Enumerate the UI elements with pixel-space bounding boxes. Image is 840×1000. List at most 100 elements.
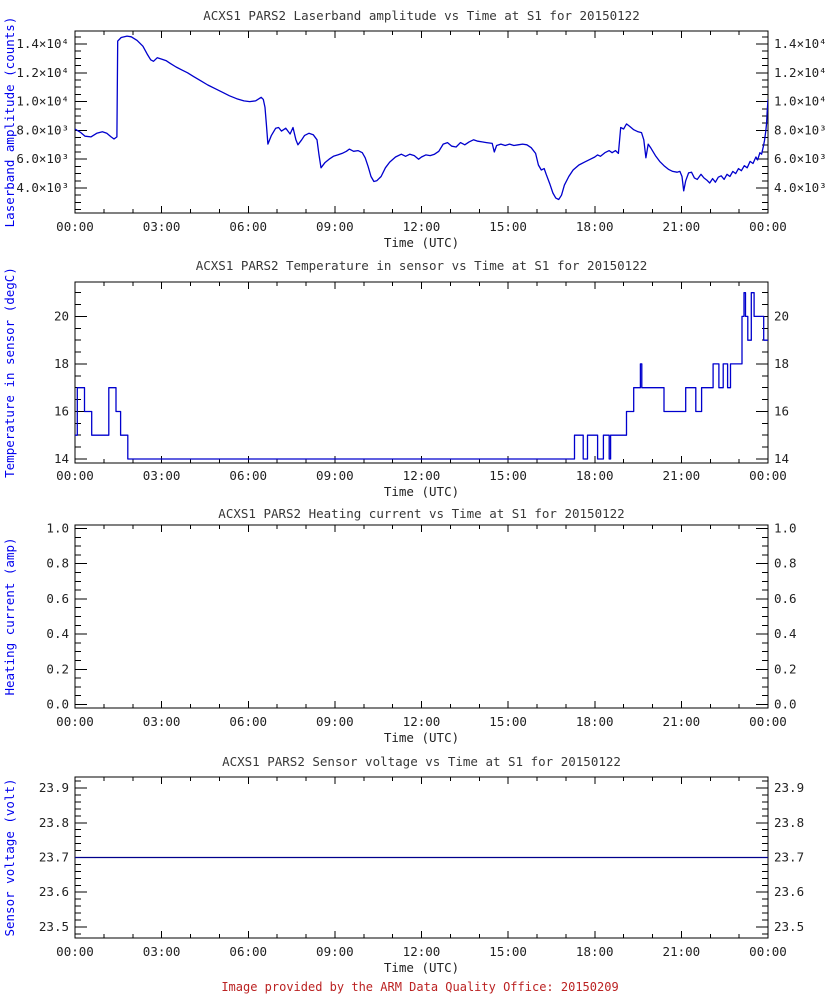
y-tick-label-left: 23.6	[39, 884, 69, 899]
y-tick-label-right: 23.5	[774, 919, 804, 934]
plot-frame	[74, 524, 769, 709]
y-tick-label-left: 18	[54, 356, 69, 371]
x-tick-label: 00:00	[56, 944, 94, 959]
y-tick-label-right: 1.0	[774, 521, 797, 536]
y-tick-label-left: 23.5	[39, 919, 69, 934]
y-tick-label-right: 4.0×10³	[774, 180, 827, 195]
x-tick-label: 09:00	[316, 714, 354, 729]
x-tick-label: 00:00	[749, 468, 787, 483]
y-tick-label-left: 23.9	[39, 780, 69, 795]
x-tick-label: 18:00	[576, 714, 614, 729]
plot-frame	[74, 281, 769, 464]
x-tick-label: 06:00	[229, 468, 267, 483]
y-tick-label-left: 0.2	[46, 661, 69, 676]
x-tick-label: 00:00	[56, 714, 94, 729]
y-tick-label-right: 18	[774, 356, 789, 371]
x-axis-title: Time (UTC)	[384, 484, 459, 499]
x-tick-label: 06:00	[229, 714, 267, 729]
y-tick-label-left: 23.7	[39, 850, 69, 865]
y-tick-label-left: 0.6	[46, 591, 69, 606]
x-tick-label: 00:00	[749, 219, 787, 234]
chart-heating-current: ACXS1 PARS2 Heating current vs Time at S…	[2, 506, 797, 745]
y-tick-label-right: 23.9	[774, 780, 804, 795]
y-tick-label-left: 14	[54, 451, 69, 466]
y-tick-label-left: 0.4	[46, 626, 69, 641]
x-tick-label: 09:00	[316, 219, 354, 234]
x-axis-title: Time (UTC)	[384, 235, 459, 250]
x-tick-label: 12:00	[403, 714, 441, 729]
x-tick-label: 15:00	[489, 468, 527, 483]
x-tick-label: 12:00	[403, 219, 441, 234]
plot-title: ACXS1 PARS2 Temperature in sensor vs Tim…	[196, 258, 648, 273]
y-tick-label-right: 23.7	[774, 850, 804, 865]
x-tick-label: 18:00	[576, 944, 614, 959]
x-axis-title: Time (UTC)	[384, 730, 459, 745]
y-tick-label-left: 1.4×10⁴	[16, 36, 69, 51]
x-tick-label: 18:00	[576, 219, 614, 234]
x-tick-label: 00:00	[749, 944, 787, 959]
x-tick-label: 15:00	[489, 219, 527, 234]
y-tick-label-right: 0.2	[774, 661, 797, 676]
footer-credit: Image provided by the ARM Data Quality O…	[221, 980, 619, 994]
y-tick-label-right: 23.8	[774, 815, 804, 830]
y-tick-label-left: 8.0×10³	[16, 122, 69, 137]
x-tick-label: 09:00	[316, 468, 354, 483]
y-tick-label-left: 6.0×10³	[16, 151, 69, 166]
y-tick-label-right: 0.6	[774, 591, 797, 606]
x-tick-label: 15:00	[489, 944, 527, 959]
y-tick-label-left: 0.0	[46, 696, 69, 711]
x-tick-label: 21:00	[663, 714, 701, 729]
y-tick-label-left: 1.2×10⁴	[16, 65, 69, 80]
y-axis-title: Heating current (amp)	[2, 537, 17, 695]
y-tick-label-left: 1.0	[46, 521, 69, 536]
x-tick-label: 00:00	[56, 219, 94, 234]
y-tick-label-left: 20	[54, 308, 69, 323]
y-tick-label-right: 0.4	[774, 626, 797, 641]
x-tick-label: 18:00	[576, 468, 614, 483]
y-tick-label-right: 1.4×10⁴	[774, 36, 827, 51]
y-tick-label-right: 0.0	[774, 696, 797, 711]
y-tick-label-right: 1.2×10⁴	[774, 65, 827, 80]
y-tick-label-left: 4.0×10³	[16, 180, 69, 195]
x-tick-label: 06:00	[229, 944, 267, 959]
y-tick-label-right: 0.8	[774, 556, 797, 571]
x-tick-label: 06:00	[229, 219, 267, 234]
x-tick-label: 03:00	[143, 219, 181, 234]
y-axis-title: Sensor voltage (volt)	[2, 778, 17, 936]
plot-frame	[74, 30, 769, 214]
y-tick-label-left: 23.8	[39, 815, 69, 830]
chart-temperature-in-sensor: ACXS1 PARS2 Temperature in sensor vs Tim…	[2, 258, 789, 499]
x-tick-label: 12:00	[403, 944, 441, 959]
y-tick-label-right: 8.0×10³	[774, 122, 827, 137]
plot-title: ACXS1 PARS2 Laserband amplitude vs Time …	[203, 8, 640, 23]
chart-sensor-voltage: ACXS1 PARS2 Sensor voltage vs Time at S1…	[2, 754, 804, 975]
y-tick-label-right: 6.0×10³	[774, 151, 827, 166]
y-tick-label-left: 1.0×10⁴	[16, 94, 69, 109]
x-tick-label: 21:00	[663, 944, 701, 959]
x-tick-label: 03:00	[143, 468, 181, 483]
y-tick-label-left: 0.8	[46, 556, 69, 571]
y-tick-label-right: 1.0×10⁴	[774, 94, 827, 109]
x-tick-label: 21:00	[663, 468, 701, 483]
y-tick-label-right: 14	[774, 451, 789, 466]
y-tick-label-right: 16	[774, 403, 789, 418]
y-tick-label-right: 20	[774, 308, 789, 323]
y-tick-label-right: 23.6	[774, 884, 804, 899]
plot-title: ACXS1 PARS2 Heating current vs Time at S…	[218, 506, 624, 521]
plot-title: ACXS1 PARS2 Sensor voltage vs Time at S1…	[222, 754, 621, 769]
chart-laserband-amplitude: ACXS1 PARS2 Laserband amplitude vs Time …	[2, 8, 827, 250]
y-axis-title: Temperature in sensor (degC)	[2, 267, 17, 478]
x-axis-title: Time (UTC)	[384, 960, 459, 975]
y-axis-title: Laserband amplitude (counts)	[2, 17, 17, 228]
x-tick-label: 00:00	[56, 468, 94, 483]
series-line-temperature-in-sensor	[75, 292, 768, 460]
x-tick-label: 09:00	[316, 944, 354, 959]
series-line-laserband-amplitude	[75, 35, 768, 201]
y-tick-label-left: 16	[54, 403, 69, 418]
x-tick-label: 03:00	[143, 714, 181, 729]
x-tick-label: 15:00	[489, 714, 527, 729]
x-tick-label: 12:00	[403, 468, 441, 483]
x-tick-label: 03:00	[143, 944, 181, 959]
x-tick-label: 21:00	[663, 219, 701, 234]
